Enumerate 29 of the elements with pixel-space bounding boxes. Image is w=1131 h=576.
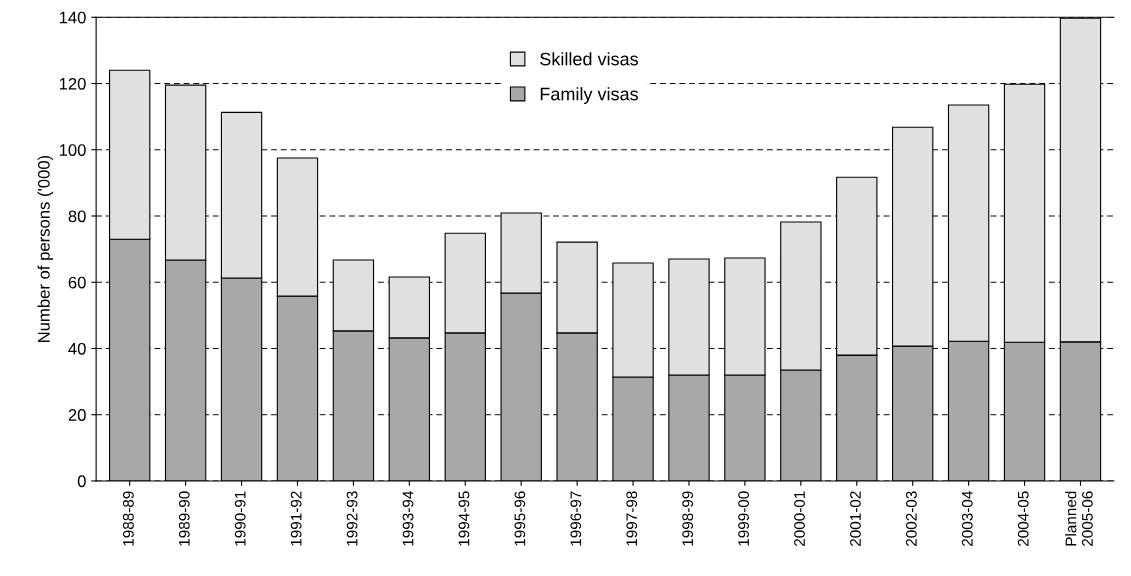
y-tick-label: 100 [59, 144, 86, 156]
x-tick-label: 1989-90 [178, 491, 190, 546]
x-tick-label: 1997-98 [626, 491, 638, 546]
y-axis-title: Number of persons ('000) [37, 155, 54, 342]
y-tick-label: 0 [77, 475, 86, 488]
x-tick-label: Planned 2005-06 [1065, 491, 1093, 546]
x-tick-label: 1996-97 [570, 491, 582, 546]
x-tick-label: 1988-89 [122, 491, 134, 546]
x-tick-label: 2004-05 [1017, 491, 1029, 546]
y-tick-label: 40 [68, 342, 86, 355]
x-tick-label: 1992-93 [346, 491, 358, 546]
x-tick-label: 2001-02 [850, 491, 861, 546]
x-tick-label: 2000-01 [794, 491, 805, 546]
x-tick-label: 1998-99 [682, 491, 694, 546]
legend-label: Family visas [540, 87, 638, 104]
x-tick-label: 1999-00 [738, 491, 750, 546]
x-tick-label: 1995-96 [514, 491, 526, 546]
x-tick-label: 1991-92 [290, 491, 302, 546]
y-tick-label: 140 [59, 11, 86, 24]
y-tick-label: 80 [68, 210, 86, 223]
y-tick-label: 120 [59, 77, 86, 90]
x-tick-label: 1994-95 [458, 491, 470, 546]
x-tick-label: 2002-03 [905, 491, 917, 546]
x-tick-label: 1990-91 [234, 491, 246, 546]
legend-label: Skilled visas [540, 52, 639, 66]
x-tick-label: 1993-94 [402, 491, 414, 546]
x-tick-label: 2003-04 [961, 491, 973, 546]
y-tick-label: 60 [68, 276, 86, 289]
y-tick-label: 20 [68, 409, 86, 421]
